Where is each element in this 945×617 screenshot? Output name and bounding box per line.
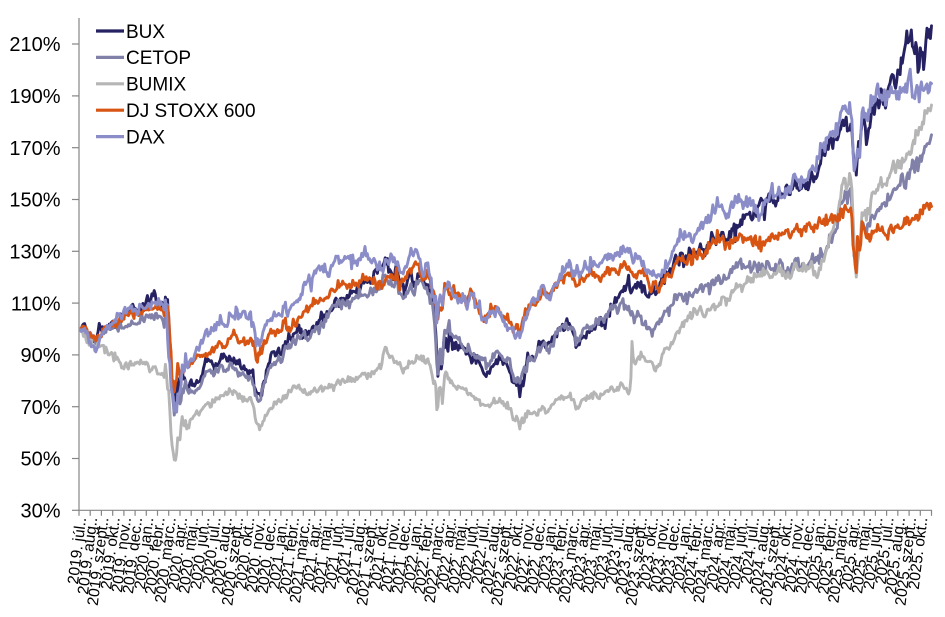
svg-text:170%: 170% xyxy=(9,138,60,160)
svg-text:150%: 150% xyxy=(9,190,60,212)
svg-text:130%: 130% xyxy=(9,242,60,264)
svg-text:210%: 210% xyxy=(9,34,60,56)
svg-text:190%: 190% xyxy=(9,86,60,108)
svg-text:CETOP: CETOP xyxy=(126,48,191,69)
svg-text:DJ STOXX 600: DJ STOXX 600 xyxy=(126,101,256,122)
svg-text:110%: 110% xyxy=(11,293,61,315)
svg-text:30%: 30% xyxy=(20,501,60,523)
svg-text:90%: 90% xyxy=(20,345,60,367)
svg-text:70%: 70% xyxy=(20,397,60,419)
svg-text:BUMIX: BUMIX xyxy=(126,75,187,96)
svg-text:BUX: BUX xyxy=(126,22,165,43)
svg-text:50%: 50% xyxy=(20,449,60,471)
svg-text:DAX: DAX xyxy=(126,127,165,148)
